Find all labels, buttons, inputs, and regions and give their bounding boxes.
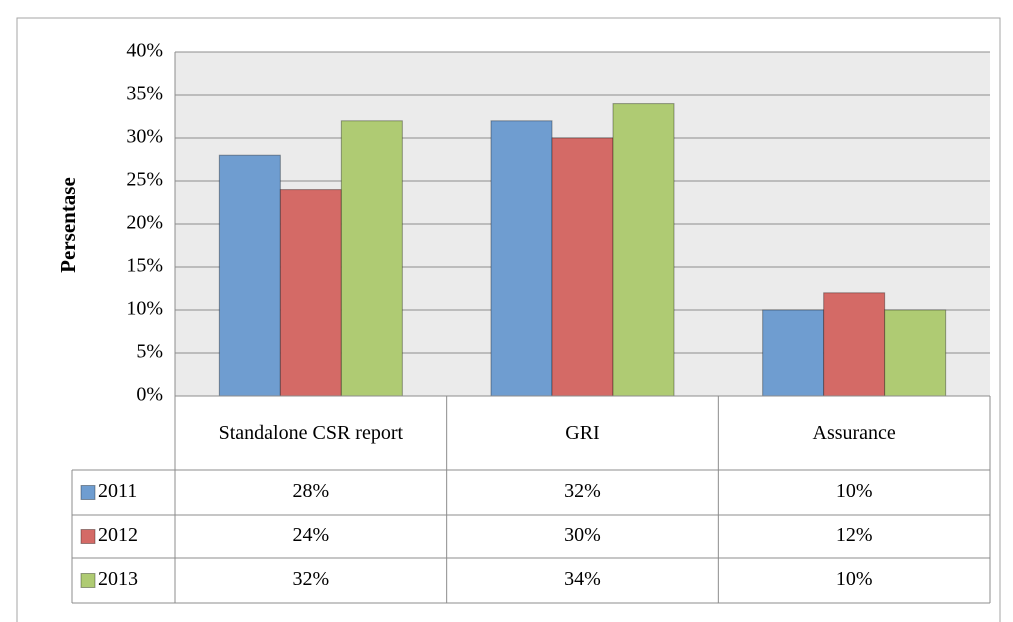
data-label: 32%: [292, 568, 329, 590]
bar: [218, 154, 281, 397]
legend-label: 2013: [98, 568, 138, 590]
y-tick-label: 25%: [126, 169, 163, 191]
data-label: 32%: [564, 480, 601, 502]
y-tick-label: 10%: [126, 298, 163, 320]
y-tick-label: 35%: [126, 83, 163, 105]
legend-label: 2011: [98, 480, 137, 502]
y-tick-label: 20%: [126, 212, 163, 234]
category-cell: GRI: [565, 422, 600, 444]
bar: [279, 189, 342, 397]
legend-label: 2012: [98, 524, 138, 546]
data-label: 30%: [564, 524, 601, 546]
x-tick-label: GRI: [565, 422, 600, 444]
y-tick-label: 30%: [126, 126, 163, 148]
bar: [884, 309, 947, 397]
bar: [490, 120, 553, 397]
category-cell: Assurance: [812, 422, 896, 444]
y-axis-label: Persentase: [56, 177, 80, 273]
bar: [340, 120, 403, 397]
bar: [823, 292, 886, 397]
bar: [612, 103, 675, 397]
y-tick-label: 15%: [126, 255, 163, 277]
x-tick-label: Standalone CSR report: [218, 422, 404, 444]
y-tick-label: 40%: [126, 40, 163, 62]
data-label: 34%: [564, 568, 601, 590]
y-tick-label: 0%: [136, 384, 163, 406]
legend-key: [80, 485, 96, 500]
data-label: 12%: [836, 524, 873, 546]
legend-key: [80, 529, 96, 544]
legend-key: [80, 573, 96, 588]
y-tick-label: 5%: [136, 341, 163, 363]
data-label: 28%: [292, 480, 329, 502]
category-cell: Standalone CSR report: [218, 422, 404, 444]
bar: [551, 137, 614, 397]
bar: [762, 309, 825, 397]
data-label: 10%: [836, 480, 873, 502]
data-label: 10%: [836, 568, 873, 590]
x-tick-label: Assurance: [812, 422, 896, 444]
data-label: 24%: [292, 524, 329, 546]
